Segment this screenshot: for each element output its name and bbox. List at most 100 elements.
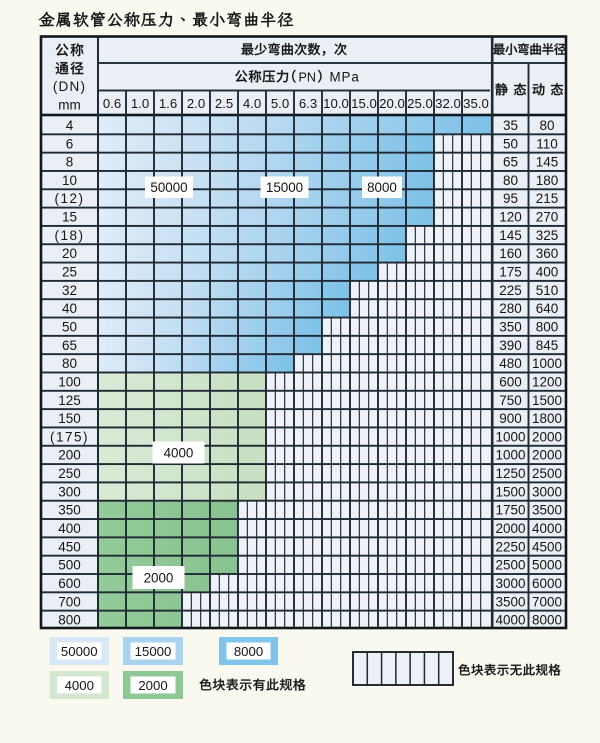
svg-text:2500: 2500 bbox=[495, 558, 525, 573]
svg-text:8000: 8000 bbox=[234, 644, 263, 659]
svg-text:845: 845 bbox=[536, 338, 559, 353]
svg-text:1800: 1800 bbox=[532, 411, 562, 426]
svg-text:8: 8 bbox=[66, 155, 74, 170]
svg-text:80: 80 bbox=[503, 173, 518, 188]
svg-text:80: 80 bbox=[62, 356, 77, 371]
svg-text:35.0: 35.0 bbox=[463, 96, 489, 111]
svg-text:500: 500 bbox=[58, 558, 81, 573]
svg-text:145: 145 bbox=[536, 155, 559, 170]
svg-text:800: 800 bbox=[536, 319, 559, 334]
svg-text:5.0: 5.0 bbox=[271, 96, 289, 111]
svg-text:600: 600 bbox=[58, 576, 81, 591]
svg-text:4: 4 bbox=[66, 118, 74, 133]
svg-text:700: 700 bbox=[58, 594, 81, 609]
svg-text:15.0: 15.0 bbox=[351, 96, 377, 111]
svg-text:(DN): (DN) bbox=[53, 79, 86, 94]
svg-text:3500: 3500 bbox=[495, 594, 525, 609]
svg-text:150: 150 bbox=[58, 411, 81, 426]
svg-text:225: 225 bbox=[499, 283, 522, 298]
svg-text:450: 450 bbox=[58, 539, 81, 554]
svg-text:390: 390 bbox=[499, 338, 522, 353]
svg-text:2.5: 2.5 bbox=[215, 96, 233, 111]
svg-text:400: 400 bbox=[536, 265, 559, 280]
svg-text:160: 160 bbox=[499, 246, 522, 261]
svg-text:1250: 1250 bbox=[495, 466, 525, 481]
svg-text:50000: 50000 bbox=[150, 180, 187, 195]
svg-text:25: 25 bbox=[62, 265, 77, 280]
svg-text:300: 300 bbox=[58, 484, 81, 499]
svg-text:4000: 4000 bbox=[532, 521, 562, 536]
svg-text:(12): (12) bbox=[54, 191, 84, 206]
svg-text:270: 270 bbox=[536, 210, 559, 225]
svg-text:8000: 8000 bbox=[532, 613, 562, 628]
svg-text:MPa: MPa bbox=[330, 69, 360, 84]
svg-text:15000: 15000 bbox=[266, 180, 303, 195]
svg-text:6: 6 bbox=[66, 136, 74, 151]
svg-text:80: 80 bbox=[539, 118, 554, 133]
svg-text:1.6: 1.6 bbox=[159, 96, 177, 111]
svg-text:35: 35 bbox=[503, 118, 518, 133]
svg-text:2000: 2000 bbox=[144, 570, 174, 585]
svg-text:15: 15 bbox=[62, 210, 77, 225]
svg-text:400: 400 bbox=[58, 521, 81, 536]
svg-text:20: 20 bbox=[62, 246, 77, 261]
svg-text:20.0: 20.0 bbox=[379, 96, 405, 111]
svg-text:350: 350 bbox=[58, 503, 81, 518]
svg-text:PN: PN bbox=[299, 70, 317, 84]
svg-text:4.0: 4.0 bbox=[243, 96, 261, 111]
svg-text:800: 800 bbox=[58, 613, 81, 628]
svg-text:2000: 2000 bbox=[532, 448, 562, 463]
svg-text:3500: 3500 bbox=[532, 503, 562, 518]
svg-text:(175): (175) bbox=[50, 429, 89, 444]
svg-text:350: 350 bbox=[499, 319, 522, 334]
svg-text:25.0: 25.0 bbox=[407, 96, 433, 111]
svg-text:3000: 3000 bbox=[532, 484, 562, 499]
svg-text:4500: 4500 bbox=[532, 539, 562, 554]
svg-text:0.6: 0.6 bbox=[103, 96, 121, 111]
svg-text:1000: 1000 bbox=[495, 448, 525, 463]
svg-text:2500: 2500 bbox=[532, 466, 562, 481]
svg-text:280: 280 bbox=[499, 301, 522, 316]
svg-text:50000: 50000 bbox=[61, 644, 98, 659]
svg-text:5000: 5000 bbox=[532, 558, 562, 573]
svg-text:6000: 6000 bbox=[532, 576, 562, 591]
svg-text:640: 640 bbox=[536, 301, 559, 316]
svg-text:900: 900 bbox=[499, 411, 522, 426]
svg-text:2000: 2000 bbox=[532, 429, 562, 444]
svg-text:6.3: 6.3 bbox=[299, 96, 317, 111]
svg-text:50: 50 bbox=[503, 136, 518, 151]
svg-text:15000: 15000 bbox=[135, 644, 172, 659]
svg-text:4000: 4000 bbox=[164, 445, 194, 460]
svg-text:(18): (18) bbox=[54, 228, 84, 243]
svg-text:2.0: 2.0 bbox=[187, 96, 205, 111]
svg-text:4000: 4000 bbox=[495, 613, 525, 628]
svg-text:120: 120 bbox=[499, 210, 522, 225]
svg-text:125: 125 bbox=[58, 393, 81, 408]
svg-text:2000: 2000 bbox=[495, 521, 525, 536]
svg-text:480: 480 bbox=[499, 356, 522, 371]
svg-text:1200: 1200 bbox=[532, 374, 562, 389]
svg-text:8000: 8000 bbox=[367, 180, 397, 195]
svg-text:110: 110 bbox=[536, 136, 558, 151]
svg-text:100: 100 bbox=[58, 374, 81, 389]
svg-text:50: 50 bbox=[62, 319, 77, 334]
svg-text:1500: 1500 bbox=[495, 484, 525, 499]
svg-text:3000: 3000 bbox=[495, 576, 525, 591]
svg-text:325: 325 bbox=[536, 228, 559, 243]
svg-text:10.0: 10.0 bbox=[323, 96, 349, 111]
svg-text:mm: mm bbox=[58, 98, 81, 113]
svg-text:2250: 2250 bbox=[495, 539, 525, 554]
svg-text:32: 32 bbox=[62, 283, 77, 298]
svg-text:1500: 1500 bbox=[532, 393, 562, 408]
svg-text:10: 10 bbox=[62, 173, 77, 188]
svg-text:510: 510 bbox=[536, 283, 559, 298]
svg-text:95: 95 bbox=[503, 191, 518, 206]
svg-text:65: 65 bbox=[62, 338, 77, 353]
svg-text:250: 250 bbox=[58, 466, 81, 481]
svg-text:65: 65 bbox=[503, 155, 518, 170]
svg-text:1000: 1000 bbox=[495, 429, 525, 444]
svg-text:7000: 7000 bbox=[532, 594, 562, 609]
svg-text:215: 215 bbox=[536, 191, 559, 206]
svg-text:200: 200 bbox=[58, 448, 81, 463]
svg-text:4000: 4000 bbox=[65, 678, 94, 693]
